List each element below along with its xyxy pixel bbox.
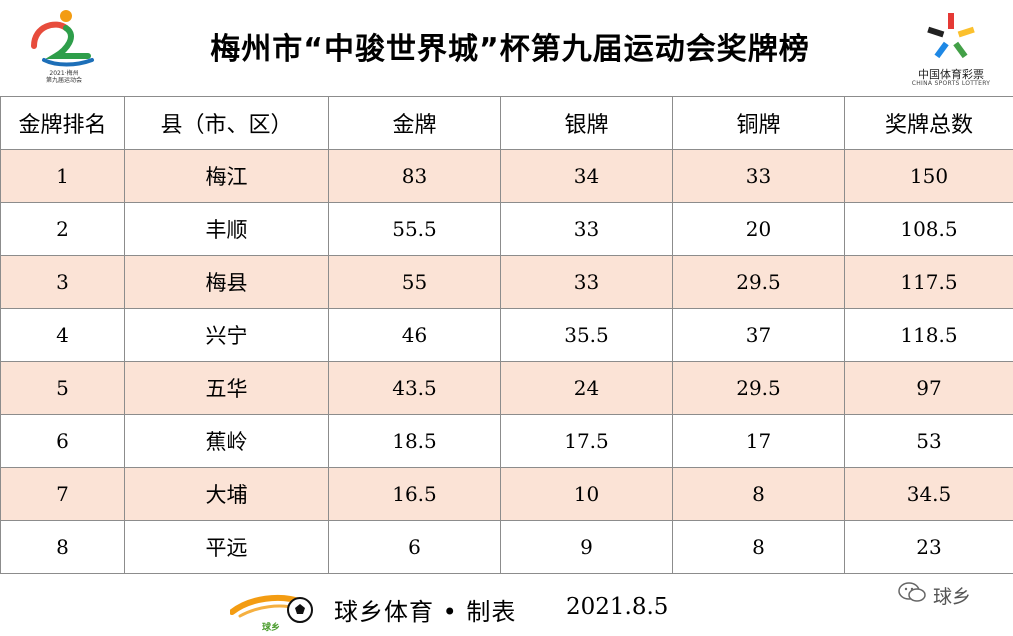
soccer-ball-icon: [229, 594, 313, 623]
county-cell: 兴宁: [124, 308, 329, 362]
silver-cell: 33: [500, 202, 673, 256]
footer-date: 2021.8.5: [566, 594, 669, 620]
table-row: 7 大埔 16.5 10 8 34.5: [0, 467, 1013, 521]
bronze-cell: 20: [672, 202, 845, 256]
table-row: 6 蕉岭 18.5 17.5 17 53: [0, 414, 1013, 468]
header: 2021·梅州 第九届运动会 梅州市“中骏世界城”杯第九届运动会奖牌榜 中国体育…: [0, 0, 1013, 96]
total-cell: 97: [844, 361, 1013, 415]
rank-cell: 3: [0, 255, 125, 309]
footer-logo-text: 球乡: [262, 623, 281, 633]
county-cell: 蕉岭: [124, 414, 329, 468]
county-cell: 梅县: [124, 255, 329, 309]
rank-cell: 8: [0, 520, 125, 574]
rank-cell: 6: [0, 414, 125, 468]
watermark-text: 球乡: [933, 586, 972, 608]
silver-cell: 24: [500, 361, 673, 415]
bronze-cell: 8: [672, 467, 845, 521]
gold-cell: 55.5: [328, 202, 501, 256]
county-cell: 五华: [124, 361, 329, 415]
rank-cell: 4: [0, 308, 125, 362]
gold-cell: 16.5: [328, 467, 501, 521]
rank-cell: 7: [0, 467, 125, 521]
bronze-cell: 17: [672, 414, 845, 468]
rank-cell: 1: [0, 149, 125, 203]
footer: 球乡 球乡体育 • 制表 2021.8.5 球乡: [0, 580, 1013, 636]
games-emblem-icon: [31, 10, 94, 67]
header-rank: 金牌排名: [0, 96, 125, 150]
medal-table: 金牌排名 县（市、区） 金牌 银牌 铜牌 奖牌总数 1 梅江 83 34 33 …: [0, 96, 1013, 574]
watermark: 球乡: [897, 580, 1007, 610]
page-title: 梅州市“中骏世界城”杯第九届运动会奖牌榜: [210, 32, 810, 67]
rank-cell: 5: [0, 361, 125, 415]
total-cell: 108.5: [844, 202, 1013, 256]
gold-cell: 6: [328, 520, 501, 574]
county-cell: 梅江: [124, 149, 329, 203]
silver-cell: 35.5: [500, 308, 673, 362]
footer-credit: 球乡体育 • 制表: [334, 598, 517, 626]
lottery-star-icon: [927, 13, 975, 59]
table-row: 5 五华 43.5 24 29.5 97: [0, 361, 1013, 415]
silver-cell: 34: [500, 149, 673, 203]
table-header-row: 金牌排名 县（市、区） 金牌 银牌 铜牌 奖牌总数: [0, 96, 1013, 150]
total-cell: 34.5: [844, 467, 1013, 521]
table-row: 2 丰顺 55.5 33 20 108.5: [0, 202, 1013, 256]
total-cell: 150: [844, 149, 1013, 203]
header-silver: 银牌: [500, 96, 673, 150]
gold-cell: 83: [328, 149, 501, 203]
qiuxiang-logo: 球乡: [229, 590, 316, 633]
header-gold: 金牌: [328, 96, 501, 150]
table-row: 1 梅江 83 34 33 150: [0, 149, 1013, 203]
table-row: 3 梅县 55 33 29.5 117.5: [0, 255, 1013, 309]
header-county: 县（市、区）: [124, 96, 329, 150]
total-cell: 53: [844, 414, 1013, 468]
gold-cell: 18.5: [328, 414, 501, 468]
lottery-name-en: CHINA SPORTS LOTTERY: [911, 80, 991, 87]
gold-cell: 43.5: [328, 361, 501, 415]
bronze-cell: 37: [672, 308, 845, 362]
table-row: 8 平远 6 9 8 23: [0, 520, 1013, 574]
header-bronze: 铜牌: [672, 96, 845, 150]
header-total: 奖牌总数: [844, 96, 1013, 150]
silver-cell: 10: [500, 467, 673, 521]
gold-cell: 46: [328, 308, 501, 362]
wechat-icon: [898, 582, 926, 602]
bronze-cell: 29.5: [672, 361, 845, 415]
total-cell: 117.5: [844, 255, 1013, 309]
silver-cell: 33: [500, 255, 673, 309]
games-logo: 2021·梅州 第九届运动会: [26, 6, 102, 86]
county-cell: 平远: [124, 520, 329, 574]
gold-cell: 55: [328, 255, 501, 309]
lottery-name-cn: 中国体育彩票: [918, 68, 984, 81]
county-cell: 丰顺: [124, 202, 329, 256]
table-row: 4 兴宁 46 35.5 37 118.5: [0, 308, 1013, 362]
bronze-cell: 8: [672, 520, 845, 574]
county-cell: 大埔: [124, 467, 329, 521]
sports-lottery-logo: 中国体育彩票 CHINA SPORTS LOTTERY: [905, 10, 997, 90]
silver-cell: 9: [500, 520, 673, 574]
bronze-cell: 29.5: [672, 255, 845, 309]
bronze-cell: 33: [672, 149, 845, 203]
total-cell: 23: [844, 520, 1013, 574]
rank-cell: 2: [0, 202, 125, 256]
games-logo-caption: 2021·梅州 第九届运动会: [45, 70, 82, 84]
total-cell: 118.5: [844, 308, 1013, 362]
silver-cell: 17.5: [500, 414, 673, 468]
